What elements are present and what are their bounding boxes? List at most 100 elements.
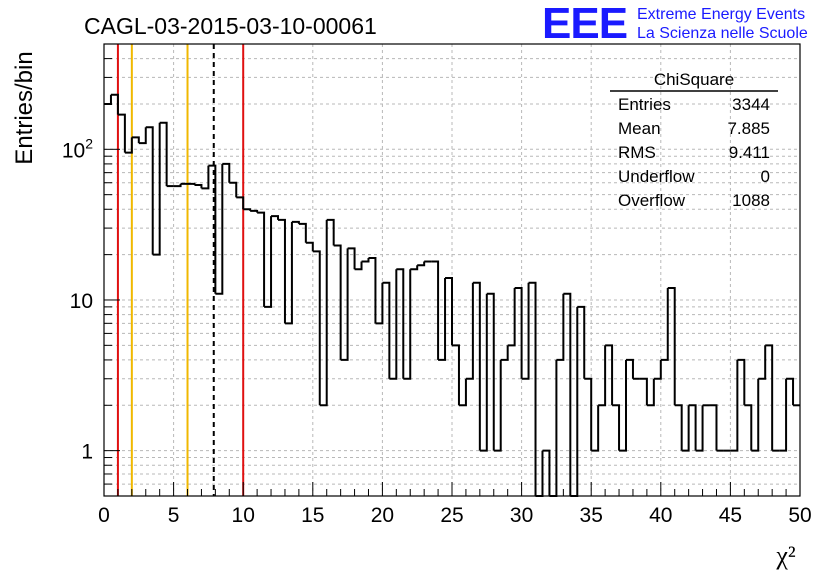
x-tick-label: 45 (719, 504, 742, 527)
x-tick-label: 20 (371, 504, 394, 527)
histogram-bin (709, 404, 718, 451)
histogram-bin (229, 181, 238, 198)
y-axis-label: Entries/bin (11, 51, 38, 164)
histogram-bin (493, 359, 502, 452)
histogram-bin (639, 377, 648, 406)
histogram-bin (681, 405, 690, 452)
logo-line-1: Extreme Energy Events (637, 6, 805, 23)
histogram-bin (605, 344, 614, 406)
histogram-bin (458, 378, 467, 407)
histogram-bin (507, 288, 516, 347)
stats-value: 0 (761, 167, 770, 186)
histogram-bin (187, 182, 196, 185)
histogram-bin (730, 359, 739, 452)
histogram-bin (326, 218, 335, 246)
histogram-bin (591, 405, 600, 452)
histogram-bin (215, 163, 224, 295)
x-tick-label: 0 (98, 504, 110, 527)
stats-label: Entries (618, 95, 671, 114)
histogram-bin (479, 293, 488, 452)
histogram-bin (521, 282, 530, 380)
histogram-bin (319, 219, 328, 407)
histogram-bin (452, 344, 460, 406)
histogram-bin (375, 282, 384, 325)
histogram-bin (250, 209, 259, 213)
histogram-bin (403, 269, 412, 380)
x-tick-label: 25 (440, 504, 463, 527)
histogram-bin (264, 216, 273, 308)
x-axis-label: χ² (775, 541, 796, 570)
histogram-bin (612, 404, 621, 451)
axis-ticks: 0 5 10 15 20 25 30 35 40 45 50 1 10 102 (62, 43, 812, 527)
stats-title: ChiSquare (654, 70, 734, 89)
histogram-bin (619, 359, 627, 452)
eee-logo: EEE Extreme Energy Events La Scienza nel… (542, 0, 808, 48)
histogram-bin (361, 257, 370, 263)
y-tick-label: 1 (81, 441, 93, 464)
chart-title: CAGL-03-2015-03-10-00061 (84, 13, 377, 39)
histogram-bin (570, 306, 579, 497)
histogram-bin (758, 345, 767, 380)
x-tick-label: 15 (301, 504, 324, 527)
histogram-bin (152, 122, 161, 256)
x-tick-label: 35 (580, 504, 603, 527)
histogram-bin (145, 126, 154, 255)
histogram-bin (577, 305, 586, 379)
histogram-bin (257, 211, 266, 307)
histogram-bin (278, 218, 286, 324)
histogram-bin (431, 260, 440, 360)
y-tick-label: 102 (62, 135, 93, 162)
histogram-bin (667, 287, 676, 406)
histogram-bin (347, 247, 356, 270)
x-tick-label: 30 (510, 504, 533, 527)
stats-box: ChiSquare Entries 3344 Mean 7.885 RMS 9.411 Un… (610, 70, 778, 210)
histogram-bin (779, 378, 788, 452)
histogram-bin (765, 344, 774, 451)
stats-label: RMS (618, 143, 656, 162)
histogram-bin (646, 378, 655, 407)
histogram-bin (417, 261, 426, 267)
histogram-bin (744, 404, 753, 451)
histogram-bin (786, 377, 795, 406)
histogram-bin (208, 164, 217, 294)
histogram-bin (737, 358, 746, 406)
grid (104, 43, 800, 497)
histogram-bin (117, 113, 126, 153)
histogram-bin (410, 265, 419, 271)
histogram-bin (695, 405, 704, 452)
histogram-bin (598, 345, 607, 407)
stats-value: 9.411 (729, 143, 770, 162)
histogram-bin (660, 288, 669, 361)
histogram-bin (563, 292, 572, 496)
logo-line-2: La Scienza nelle Scuole (637, 25, 808, 42)
histogram-bin (445, 276, 453, 346)
x-tick-label: 10 (232, 504, 255, 527)
eee-logo-mark: EEE (542, 0, 627, 48)
histogram-bin (465, 282, 474, 380)
histogram-bin (124, 137, 133, 154)
histogram-bin (626, 358, 634, 379)
reference-lines (116, 44, 245, 496)
histogram-bin (243, 208, 252, 211)
histogram-bin (396, 268, 405, 379)
stats-label: Mean (618, 119, 661, 138)
histogram-bin (131, 136, 140, 144)
x-tick-label: 40 (649, 504, 672, 527)
histogram-bin (298, 222, 307, 243)
histogram-bin (653, 359, 662, 380)
histogram-bin (368, 256, 377, 324)
histogram-bin (472, 281, 481, 451)
histogram-bin (584, 377, 593, 451)
histogram-bin (173, 183, 182, 188)
histogram-bin (291, 220, 300, 224)
histogram-bin (438, 277, 447, 361)
histogram-bin (312, 250, 321, 406)
histogram-bin (688, 404, 697, 451)
histogram-bin (305, 241, 314, 252)
histogram-bin (751, 378, 760, 452)
histogram-bin (514, 287, 523, 379)
histogram-bin (500, 345, 509, 361)
histogram-bin (333, 244, 342, 360)
stats-label: Underflow (618, 167, 695, 186)
